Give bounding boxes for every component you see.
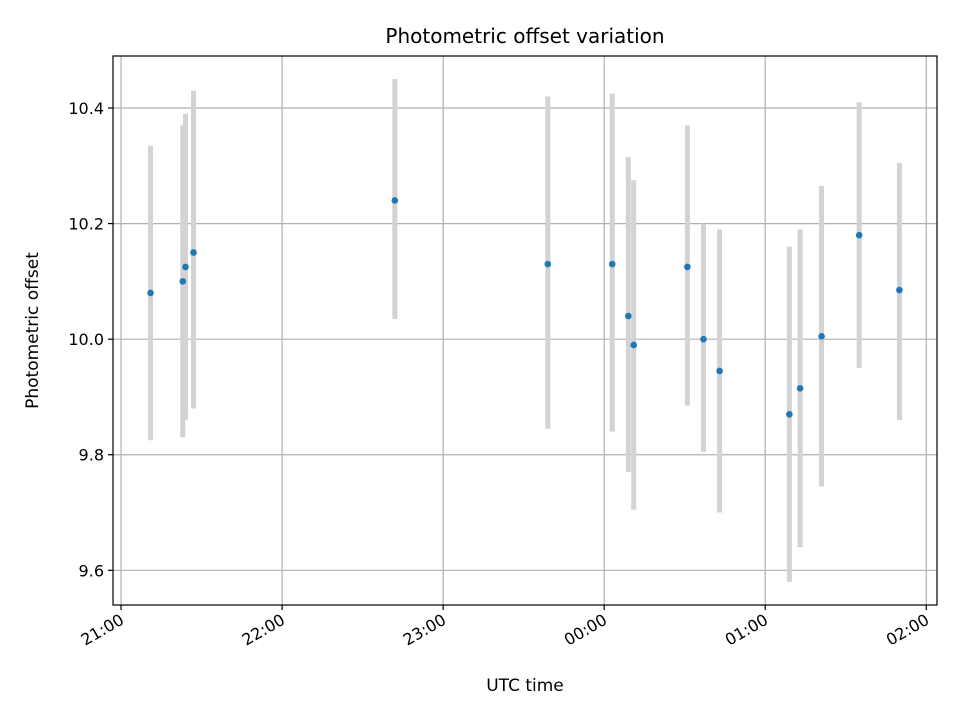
data-point: [716, 367, 723, 375]
data-point: [190, 249, 197, 256]
y-tick-label: 10.0: [68, 330, 104, 349]
grid: [113, 56, 937, 605]
data-point: [896, 286, 903, 294]
data-point: [147, 289, 154, 297]
y-axis-ticks: 9.6 9.8 10.0 10.2 10.4: [68, 99, 113, 580]
data-point: [684, 263, 691, 271]
data-point: [630, 341, 638, 349]
chart-title: Photometric offset variation: [385, 24, 664, 48]
data-point: [179, 278, 187, 285]
data-point: [786, 410, 793, 418]
data-point: [818, 332, 825, 340]
y-axis-label: Photometric offset: [23, 252, 43, 409]
y-tick-label: 10.2: [68, 215, 104, 234]
y-tick-label: 10.4: [68, 99, 104, 118]
data-point: [608, 260, 616, 268]
plot-frame: [112, 55, 938, 606]
data-point: [544, 260, 552, 268]
data-point: [855, 231, 863, 239]
x-axis-label: UTC time: [486, 676, 564, 696]
data-point: [796, 384, 804, 392]
y-tick-label: 9.6: [79, 561, 104, 580]
data-point: [700, 335, 707, 343]
data-point: [182, 263, 189, 271]
data-point: [391, 197, 399, 204]
data-points: [147, 197, 903, 418]
data-point: [625, 312, 632, 320]
y-tick-label: 9.8: [79, 446, 104, 465]
